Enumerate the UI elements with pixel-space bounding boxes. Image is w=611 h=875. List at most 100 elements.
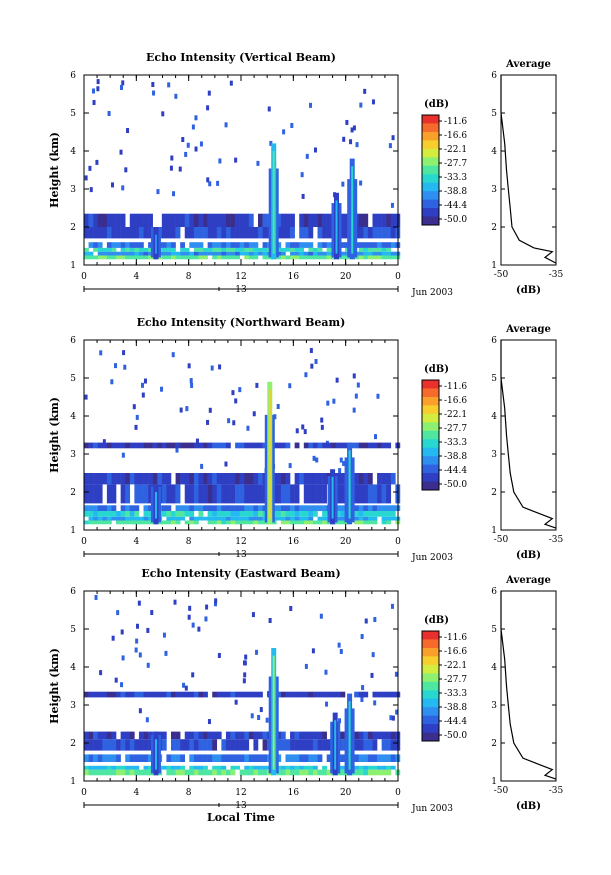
echo-speckle (227, 418, 231, 424)
echo-layer-cell (111, 242, 117, 248)
echo-layer-cell (189, 505, 195, 511)
echo-speckle (208, 181, 212, 187)
echo-layer-cell (244, 251, 250, 256)
echo-speckle (194, 146, 198, 152)
echo-layer-cell (322, 505, 327, 511)
echo-layer-cell (248, 442, 254, 449)
colorbar-swatch (422, 732, 439, 738)
echo-layer-cell (386, 242, 392, 248)
echo-layer-cell (171, 251, 176, 256)
echo-layer-cell (166, 511, 172, 517)
echo-layer-cell (225, 255, 231, 260)
echo-layer-cell (97, 442, 103, 449)
echo-layer-cell (258, 769, 263, 776)
echo-layer-cell (125, 227, 131, 239)
echo-speckle (102, 439, 106, 445)
echo-layer-cell (102, 769, 108, 776)
echo-speckle (288, 383, 292, 389)
echo-layer-cell (386, 251, 392, 256)
echo-layer-cell (299, 505, 305, 511)
echo-layer-cell (340, 731, 346, 740)
echo-layer-cell (230, 691, 236, 698)
echo-layer-cell (372, 769, 378, 776)
echo-layer-cell (189, 516, 195, 521)
echo-layer-cell (84, 247, 89, 252)
echo-layer-cell (97, 516, 103, 521)
echo-layer-cell (125, 251, 131, 256)
echo-layer-cell (221, 247, 227, 252)
echo-layer-cell (244, 505, 250, 511)
echo-layer-cell (97, 247, 103, 252)
x-tick-label: 8 (186, 788, 192, 798)
echo-layer-cell (138, 442, 144, 449)
echo-speckle (170, 155, 174, 161)
echo-layer-cell (377, 511, 382, 517)
echo-speckle (234, 398, 238, 404)
echo-speckle (345, 119, 349, 125)
echo-layer-cell (230, 227, 236, 239)
echo-layer-cell (207, 247, 213, 252)
date-tick-label: 13 (235, 285, 247, 295)
echo-layer-cell (143, 511, 149, 517)
echo-layer-cell (248, 213, 254, 227)
echo-layer-cell (221, 255, 227, 260)
echo-layer-cell (386, 473, 392, 485)
echo-layer-cell (331, 691, 337, 698)
echo-layer-cell (340, 520, 346, 525)
echo-speckle (341, 181, 345, 187)
echo-layer-cell (116, 213, 121, 227)
colorbar-swatch (422, 409, 439, 415)
chart-title: Echo Intensity (Northward Beam) (137, 316, 346, 329)
colorbar-tick-label: -33.3 (444, 689, 467, 699)
echo-layer-cell (161, 242, 167, 248)
echo-layer-cell (386, 255, 392, 260)
echo-layer-cell (363, 484, 369, 504)
colorbar-swatch (422, 405, 439, 411)
echo-layer-cell (372, 765, 378, 770)
echo-layer-cell (258, 227, 263, 239)
echo-speckle (116, 610, 120, 616)
echo-layer-cell (335, 505, 341, 511)
colorbar-tick-label: -16.6 (444, 647, 467, 657)
echo-layer-cell (322, 691, 327, 698)
echo-speckle (214, 601, 218, 607)
echo-layer-cell (125, 505, 131, 511)
echo-layer-cell (294, 731, 300, 740)
echo-layer-cell (244, 754, 250, 762)
echo-layer-cell (285, 739, 291, 751)
echo-layer-cell (358, 473, 364, 485)
echo-speckle (190, 382, 194, 388)
echo-layer-cell (248, 247, 254, 252)
echo-speckle (361, 685, 365, 691)
colorbar-swatch (422, 728, 439, 734)
echo-layer-cell (102, 765, 108, 770)
echo-layer-cell (193, 691, 199, 698)
echo-layer-cell (97, 473, 103, 485)
echo-layer-cell (358, 442, 364, 449)
echo-layer-cell (308, 765, 314, 770)
echo-speckle (191, 124, 195, 130)
echo-speckle (356, 382, 360, 388)
echo-layer-cell (230, 473, 236, 485)
echo-speckle (373, 434, 377, 440)
echo-layer-cell (244, 691, 250, 698)
echo-layer-cell (367, 242, 373, 248)
echo-layer-cell (244, 442, 250, 449)
echo-layer-cell (157, 691, 163, 698)
echo-layer-cell (106, 442, 112, 449)
echo-layer-cell (239, 739, 245, 751)
echo-layer-cell (221, 505, 227, 511)
echo-layer-cell (120, 765, 126, 770)
echo-layer-cell (125, 516, 131, 521)
echo-speckle (232, 420, 236, 426)
echo-layer-cell (340, 213, 346, 227)
echo-layer-cell (198, 473, 204, 485)
echo-layer-cell (322, 516, 327, 521)
echo-layer-cell (322, 739, 327, 751)
echo-layer-cell (138, 754, 144, 762)
echo-layer-cell (363, 765, 369, 770)
echo-plume-core (335, 200, 338, 254)
echo-layer-cell (312, 754, 318, 762)
echo-speckle (359, 180, 363, 186)
echo-layer-cell (285, 769, 291, 776)
